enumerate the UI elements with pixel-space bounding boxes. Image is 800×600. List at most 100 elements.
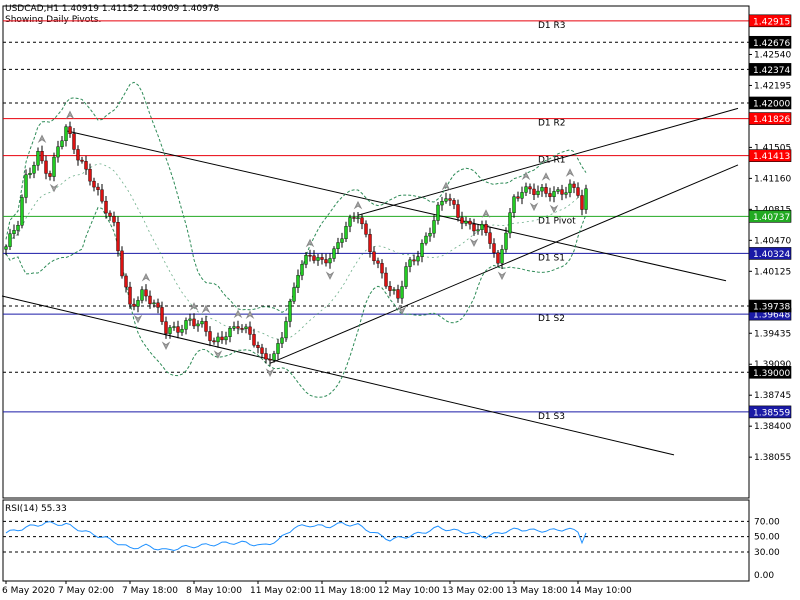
fractal-up-icon: [541, 172, 551, 181]
lower-band: [5, 206, 587, 398]
candle-body: [144, 289, 148, 297]
candle-body: [568, 183, 572, 193]
round-price-tag: 1.39738: [753, 303, 790, 313]
candle-body: [308, 255, 312, 257]
candle-body: [508, 212, 512, 234]
candle-body: [28, 173, 32, 175]
candle-body: [20, 197, 24, 226]
y-tick-label: 1.40470: [754, 236, 791, 246]
candle-body: [120, 250, 124, 277]
candle-body: [500, 249, 504, 264]
candle-body: [352, 217, 356, 219]
candle-body: [560, 189, 564, 195]
candle-body: [172, 326, 176, 328]
y-tick-label: 1.42195: [754, 81, 791, 91]
candle-body: [128, 286, 132, 305]
candle-body: [212, 340, 216, 343]
candle-body: [576, 187, 580, 196]
candle-body: [100, 189, 104, 202]
pivot-price-tag-box: [748, 405, 792, 419]
candle-body: [228, 328, 232, 337]
x-tick-label: 14 May 10:00: [570, 586, 632, 596]
candle-body: [496, 252, 500, 264]
x-tick-label: 7 May 18:00: [122, 586, 178, 596]
candle-body: [24, 174, 28, 198]
candle-body: [204, 321, 208, 332]
pivot-label: D1 R2: [538, 119, 566, 129]
x-tick-label: 13 May 02:00: [442, 586, 504, 596]
fractal-down-icon: [161, 341, 171, 350]
fractal-down-icon: [213, 350, 223, 359]
candle-body: [60, 140, 64, 147]
candle-body: [84, 161, 88, 170]
candle-body: [80, 159, 84, 162]
pivot-label: D1 S2: [538, 314, 565, 324]
round-price-tag-box: [748, 96, 792, 110]
candle-body: [112, 216, 116, 223]
x-tick-label: 6 May 2020: [2, 586, 55, 596]
candle-body: [424, 235, 428, 244]
y-tick-label: 1.41160: [754, 174, 791, 184]
fractal-up-icon: [189, 302, 199, 311]
pivot-label: D1 R3: [538, 21, 566, 31]
candle-body: [208, 331, 212, 341]
candle-body: [216, 336, 220, 343]
fractal-up-icon: [441, 181, 451, 191]
candle-body: [52, 156, 56, 177]
candle-body: [584, 188, 588, 210]
candle-body: [324, 259, 328, 264]
fractal-up-icon: [353, 200, 363, 210]
candle-body: [360, 217, 364, 225]
candle-body: [460, 217, 464, 224]
candle-body: [456, 204, 460, 218]
pivot-price-tag: 1.38559: [753, 408, 790, 418]
fractal-up-icon: [245, 310, 255, 319]
candle-body: [372, 251, 376, 262]
candle-body: [264, 353, 268, 360]
middle-band: [5, 163, 587, 341]
candle-body: [164, 321, 168, 334]
candle-body: [416, 256, 420, 262]
candle-body: [556, 189, 560, 192]
pivot-price-tag-box: [748, 149, 792, 162]
round-price-tag-box: [748, 35, 792, 49]
candle-body: [448, 198, 452, 201]
candle-body: [232, 326, 236, 329]
candle-body: [312, 255, 316, 261]
candle-body: [88, 168, 92, 182]
y-tick-label: 1.38400: [754, 422, 791, 432]
fractal-down-icon: [49, 183, 59, 193]
fractal-up-icon: [37, 134, 47, 144]
x-tick-label: 7 May 02:00: [58, 586, 114, 596]
candle-body: [104, 200, 108, 214]
candle-body: [276, 343, 280, 354]
candle-body: [400, 286, 404, 299]
candle-body: [48, 173, 52, 177]
pivot-price-tag: 1.40737: [753, 213, 790, 223]
round-price-tag: 1.42374: [753, 66, 790, 76]
candle-body: [552, 191, 556, 197]
fractal-up-icon: [521, 171, 531, 181]
candle-body: [364, 223, 368, 235]
candle-body: [160, 307, 164, 322]
y-tick-label: 1.39090: [754, 360, 791, 370]
y-tick-label: 1.42540: [754, 50, 791, 60]
candle-body: [36, 151, 40, 166]
candle-body: [192, 318, 196, 327]
fractal-up-icon: [65, 110, 75, 120]
rsi-tick-label: 50.00: [754, 533, 780, 543]
candle-body: [440, 201, 444, 206]
candle-body: [420, 242, 424, 257]
pivot-label: D1 Pivot: [538, 216, 576, 226]
candle-body: [284, 321, 288, 339]
candle-body: [148, 295, 152, 305]
candle-body: [304, 255, 308, 265]
fractal-down-icon: [549, 204, 559, 214]
candle-body: [540, 187, 544, 192]
candle-body: [516, 196, 520, 199]
candle-body: [268, 358, 272, 361]
candle-body: [224, 336, 228, 341]
candle-body: [512, 196, 516, 213]
candle-body: [136, 300, 140, 307]
